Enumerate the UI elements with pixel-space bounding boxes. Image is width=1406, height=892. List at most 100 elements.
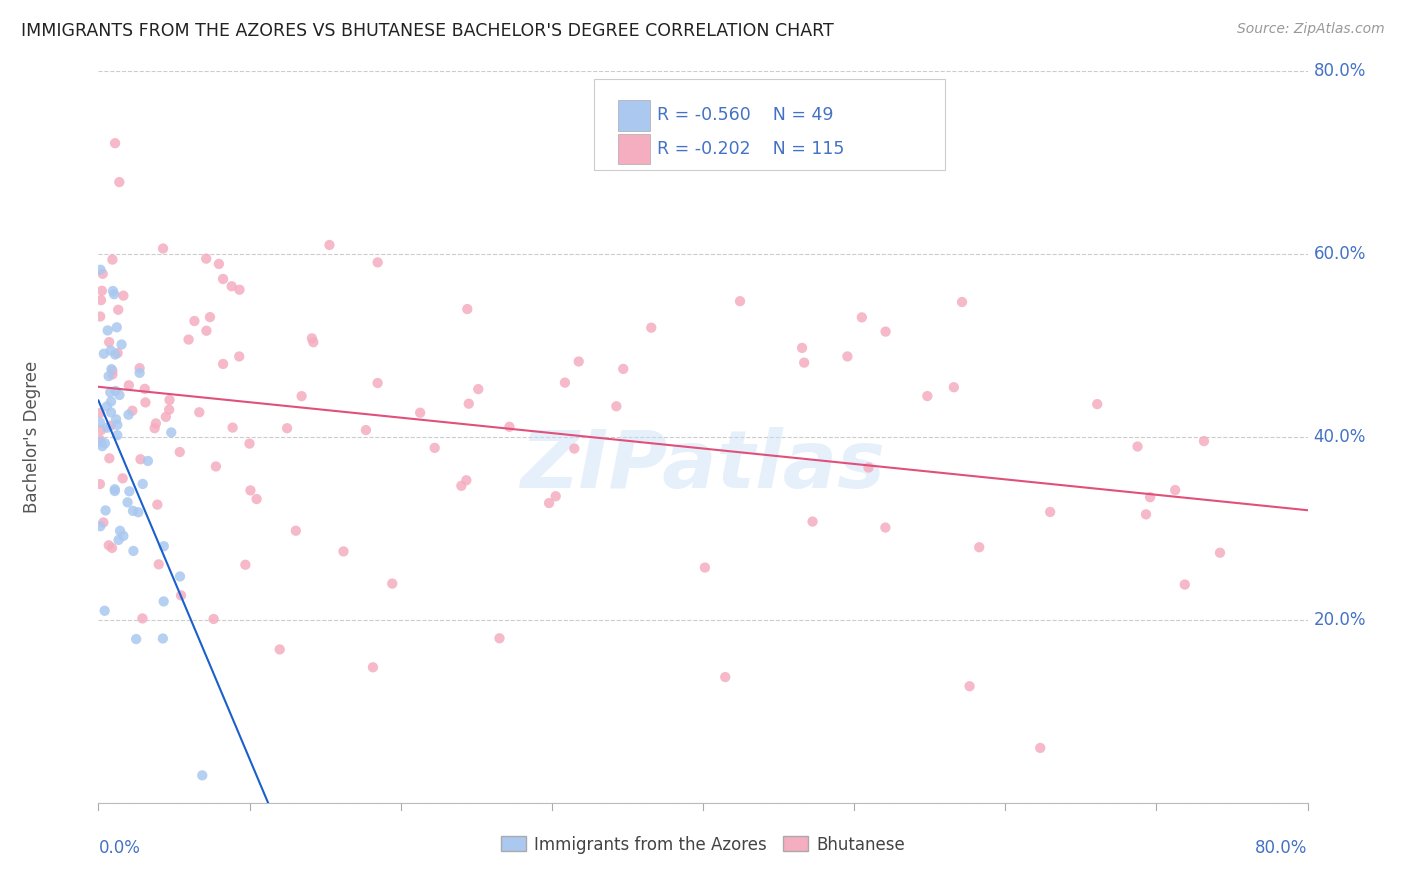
Point: [159, 392, 181, 407]
Point: [205, 459, 228, 474]
Point: [450, 479, 472, 493]
Point: [640, 320, 662, 334]
Point: [191, 768, 214, 782]
Point: [108, 175, 131, 189]
Point: [284, 524, 307, 538]
Point: [605, 399, 627, 413]
Point: [100, 343, 122, 358]
Point: [134, 382, 156, 396]
Point: [89, 477, 111, 491]
Text: R = -0.202    N = 115: R = -0.202 N = 115: [657, 140, 845, 158]
Point: [157, 402, 180, 417]
Point: [354, 423, 377, 437]
Point: [100, 405, 122, 419]
Point: [97, 369, 120, 384]
Point: [104, 384, 127, 398]
Point: [423, 441, 446, 455]
Point: [98, 385, 121, 400]
Point: [221, 279, 243, 293]
Point: [134, 395, 156, 409]
Point: [93, 516, 115, 530]
Point: [409, 406, 432, 420]
Point: [858, 460, 880, 475]
Point: [89, 262, 111, 277]
Point: [118, 484, 141, 499]
Point: [183, 314, 205, 328]
Point: [169, 569, 191, 583]
Point: [89, 406, 111, 420]
Point: [100, 394, 122, 409]
Point: [160, 425, 183, 440]
Point: [91, 267, 114, 281]
Point: [714, 670, 737, 684]
Point: [122, 544, 145, 558]
Point: [112, 288, 135, 302]
Text: 80.0%: 80.0%: [1313, 62, 1367, 80]
Point: [195, 324, 218, 338]
Point: [221, 420, 243, 434]
Point: [301, 331, 323, 345]
Point: [728, 294, 751, 309]
Point: [131, 611, 153, 625]
Point: [125, 632, 148, 646]
Point: [148, 558, 170, 572]
Point: [1039, 505, 1062, 519]
Point: [107, 346, 129, 360]
Point: [228, 350, 250, 364]
Point: [235, 558, 257, 572]
Point: [108, 524, 131, 538]
Point: [128, 366, 150, 380]
Point: [276, 421, 298, 435]
Point: [112, 529, 135, 543]
Point: [942, 380, 965, 394]
Point: [1174, 577, 1197, 591]
Point: [104, 136, 127, 151]
Point: [228, 283, 250, 297]
Point: [121, 403, 143, 417]
Point: [169, 445, 191, 459]
Point: [117, 495, 139, 509]
Text: ZIPatlas: ZIPatlas: [520, 427, 886, 506]
Point: [93, 604, 115, 618]
Text: IMMIGRANTS FROM THE AZORES VS BHUTANESE BACHELOR'S DEGREE CORRELATION CHART: IMMIGRANTS FROM THE AZORES VS BHUTANESE …: [21, 22, 834, 40]
Point: [98, 335, 121, 350]
Point: [101, 284, 124, 298]
Point: [837, 350, 859, 364]
Point: [90, 284, 112, 298]
Point: [195, 252, 218, 266]
Point: [498, 419, 520, 434]
Point: [152, 594, 174, 608]
Point: [851, 310, 873, 325]
Point: [381, 576, 404, 591]
Point: [562, 442, 585, 456]
Point: [202, 612, 225, 626]
Point: [1029, 740, 1052, 755]
Point: [188, 405, 211, 419]
Point: [104, 482, 127, 496]
FancyBboxPatch shape: [595, 78, 945, 170]
Point: [612, 362, 634, 376]
Point: [367, 376, 389, 390]
Point: [544, 489, 567, 503]
Point: [967, 540, 990, 554]
Point: [122, 504, 145, 518]
Point: [153, 539, 176, 553]
Point: [170, 588, 193, 602]
Text: 80.0%: 80.0%: [1256, 839, 1308, 857]
Point: [238, 436, 260, 450]
Point: [1126, 440, 1149, 454]
Point: [457, 397, 479, 411]
Point: [132, 477, 155, 491]
Point: [107, 302, 129, 317]
Point: [105, 320, 128, 334]
Point: [89, 416, 111, 430]
Point: [875, 520, 897, 534]
Point: [959, 679, 981, 693]
Point: [94, 436, 117, 450]
Point: [155, 409, 177, 424]
Point: [110, 337, 132, 351]
Point: [1209, 546, 1232, 560]
Point: [198, 310, 221, 324]
Point: [212, 357, 235, 371]
Legend: Immigrants from the Azores, Bhutanese: Immigrants from the Azores, Bhutanese: [494, 829, 912, 860]
